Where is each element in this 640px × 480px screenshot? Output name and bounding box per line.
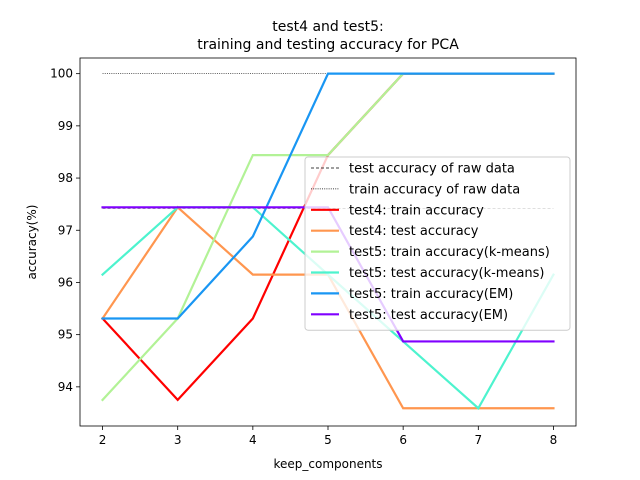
- y-tick-label: 99: [58, 119, 73, 133]
- legend-label-test5-test-accuracy-em: test5: test accuracy(EM): [349, 308, 508, 323]
- legend-label-train-accuracy-of-raw-data: train accuracy of raw data: [349, 182, 520, 197]
- chart-title-line-2: training and testing accuracy for PCA: [197, 37, 459, 53]
- y-tick-label: 97: [58, 223, 73, 237]
- series-line-test5-train-accuracy-em: [101, 72, 555, 320]
- y-tick-label: 100: [50, 67, 73, 81]
- y-tick-label: 98: [58, 171, 73, 185]
- y-tick-label: 95: [58, 328, 73, 342]
- x-axis-ticks: 2 3 4 5 6 7 8: [99, 426, 558, 447]
- legend-label-test4-test-accuracy: test4: test accuracy: [349, 224, 479, 239]
- x-tick-label: 5: [324, 433, 332, 447]
- x-tick-label: 8: [550, 433, 558, 447]
- legend-label-test4-train-accuracy: test4: train accuracy: [349, 203, 484, 218]
- y-axis-label: accuracy(%): [25, 205, 39, 280]
- x-axis-label: keep_components: [273, 457, 382, 471]
- legend-label-test-accuracy-of-raw-data: test accuracy of raw data: [349, 162, 515, 177]
- x-tick-label: 7: [474, 433, 482, 447]
- y-tick-label: 96: [58, 275, 73, 289]
- x-tick-label: 2: [99, 433, 107, 447]
- legend-label-test5-train-accuracy-k-means: test5: train accuracy(k-means): [349, 245, 550, 260]
- legend: test accuracy of raw data train accuracy …: [304, 156, 571, 331]
- y-axis-ticks: 94 95 96 97 98 99 100: [50, 67, 80, 394]
- x-tick-label: 6: [399, 433, 407, 447]
- chart-title-line-1: test4 and test5:: [272, 19, 384, 35]
- legend-label-test5-train-accuracy-em: test5: train accuracy(EM): [349, 287, 513, 302]
- legend-box: [304, 156, 571, 331]
- legend-label-test5-test-accuracy-k-means: test5: test accuracy(k-means): [349, 266, 545, 281]
- y-tick-label: 94: [58, 380, 73, 394]
- x-tick-label: 3: [174, 433, 182, 447]
- x-tick-label: 4: [249, 433, 257, 447]
